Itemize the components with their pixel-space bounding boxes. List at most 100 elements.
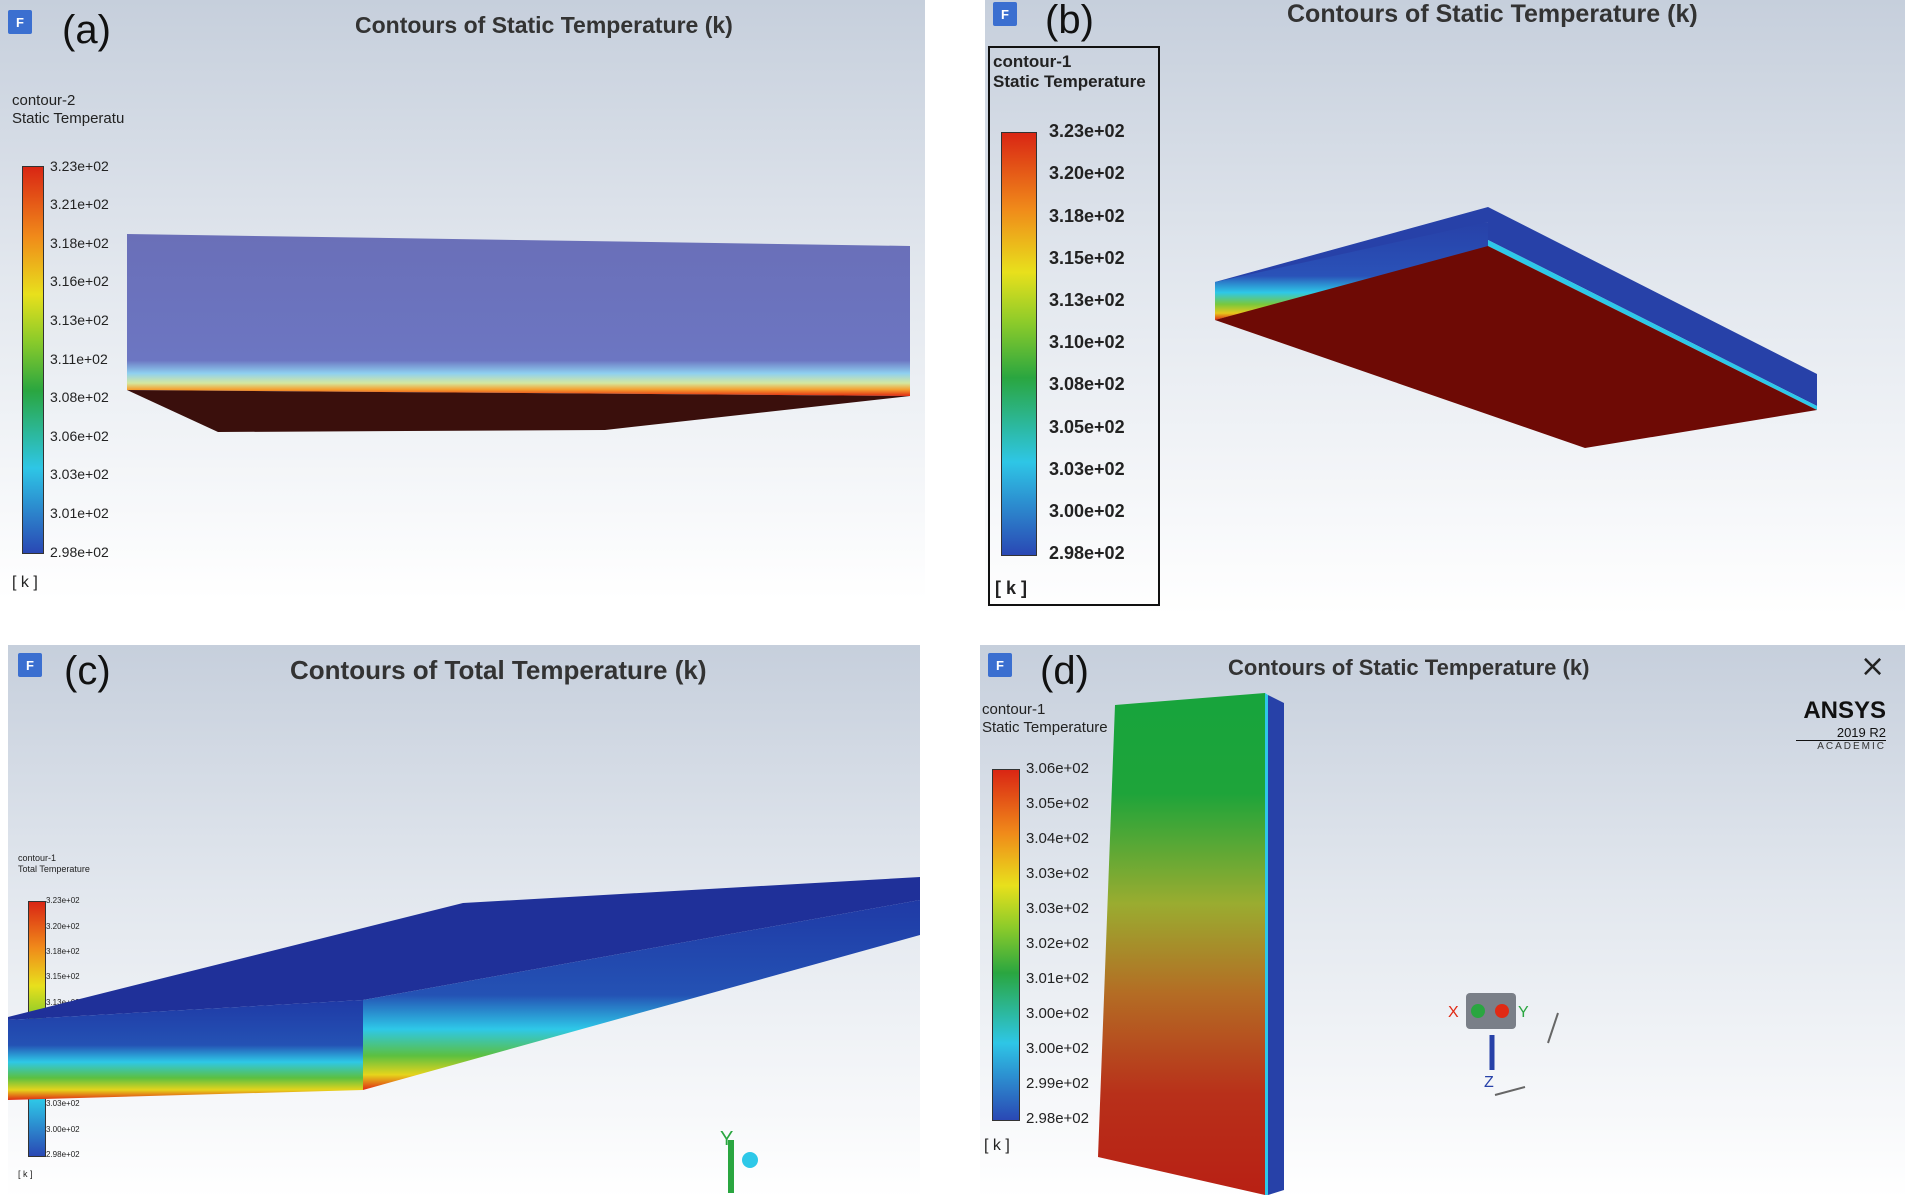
scale-tick-label: 3.03e+02 — [46, 1099, 80, 1109]
panel-label: (b) — [1045, 0, 1094, 42]
scale-tick-label: 3.11e+02 — [50, 350, 108, 367]
panel-title: Contours of Total Temperature (k) — [290, 655, 707, 685]
contour-name: contour-1 Static Temperature — [993, 52, 1146, 93]
legend-box — [988, 46, 1160, 606]
contour-variable: Static Temperature — [982, 719, 1108, 736]
scale-tick-label: 3.02e+02 — [1026, 935, 1089, 952]
fluent-logo-icon: F — [988, 653, 1012, 677]
plate-geometry — [1215, 207, 1817, 448]
scale-tick-label: 3.15e+02 — [46, 972, 80, 982]
svg-text:Z: Z — [1484, 1074, 1494, 1091]
color-scale-bar — [22, 166, 44, 554]
scale-tick-label: 3.13e+02 — [1049, 290, 1125, 310]
scale-tick-label: 3.18e+02 — [50, 234, 109, 251]
scale-tick-label: 3.08e+02 — [1049, 374, 1125, 395]
scale-tick-label: 3.03e+02 — [50, 466, 109, 483]
panel-title: Contours of Static Temperature (k) — [355, 12, 733, 38]
scale-tick-label: 3.03e+02 — [1026, 865, 1089, 882]
scale-tick-label: 3.01e+02 — [50, 505, 109, 521]
axis-triad-icon: Y — [720, 1128, 758, 1193]
scale-tick-label: 2.98e+02 — [46, 1150, 80, 1160]
panel-d: F (d) Contours of Static Temperature (k)… — [980, 645, 1905, 1198]
unit-label: [ k ] — [995, 578, 1028, 598]
scale-tick-label: 3.20e+02 — [46, 921, 80, 931]
scale-tick-label: 3.21e+02 — [50, 196, 109, 213]
axis-triad-icon: X Y Z — [1448, 993, 1559, 1096]
scale-tick-label: 3.08e+02 — [50, 389, 109, 406]
contour-variable: Static Temperature — [993, 72, 1146, 92]
scale-tick-label: 3.23e+02 — [50, 157, 109, 174]
contour-id: contour-1 — [18, 853, 57, 863]
panel-label: (c) — [64, 649, 111, 693]
panel-label: (d) — [1040, 649, 1089, 693]
scale-tick-label: 3.06e+02 — [1026, 760, 1089, 777]
scale-tick-label: 3.13e+02 — [50, 312, 109, 328]
plate-bottom-face — [127, 390, 910, 432]
scale-tick-label: 3.18e+02 — [46, 947, 80, 956]
svg-text:Y: Y — [720, 1128, 733, 1150]
contour-variable: Static Temperatu — [12, 110, 125, 127]
plate-side-face — [1268, 695, 1284, 1195]
scale-tick-label: 3.00e+02 — [46, 1124, 80, 1134]
scale-tick-label: 3.00e+02 — [1026, 1005, 1089, 1022]
scale-tick-label: 2.98e+02 — [1049, 543, 1125, 564]
svg-text:X: X — [1448, 1004, 1459, 1021]
unit-label: [ k ] — [18, 1169, 33, 1179]
contour-name: contour-1 Total Temperature — [18, 853, 90, 875]
ansys-edition: ACADEMIC — [1817, 741, 1886, 752]
color-scale-bar — [1001, 132, 1037, 556]
scale-tick-label: 3.15e+02 — [1049, 247, 1125, 268]
scale-tick-label: 3.10e+02 — [1049, 332, 1125, 353]
plate-left-side — [1215, 222, 1488, 320]
unit-label: [ k ] — [984, 1137, 1010, 1154]
contour-variable: Total Temperature — [18, 863, 90, 874]
scale-tick-label: 3.23e+02 — [46, 896, 80, 906]
panel-title: Contours of Static Temperature (k) — [1287, 0, 1698, 28]
unit-label: [ k ] — [12, 574, 38, 591]
scale-tick-label: 3.13e+02 — [46, 997, 80, 1007]
fluent-logo-icon: F — [18, 653, 42, 677]
plate-right-side — [1488, 207, 1817, 406]
scale-tick-label: 3.03e+02 — [1049, 458, 1125, 479]
plate-front-right-face — [363, 900, 920, 1090]
scale-tick-label: 2.99e+02 — [1026, 1075, 1089, 1092]
panel-b: F (b) Contours of Static Temperature (k)… — [985, 0, 1905, 615]
scale-tick-label: 2.98e+02 — [1026, 1110, 1089, 1127]
panel-title: Contours of Static Temperature (k) — [1228, 655, 1590, 680]
scale-tick-label: 3.05e+02 — [1049, 416, 1125, 437]
contour-name: contour-2 Static Temperatu — [12, 92, 124, 128]
scale-tick-label: 3.23e+02 — [1049, 121, 1125, 142]
scale-tick-label: 3.04e+02 — [1026, 830, 1089, 847]
scale-tick-label: 3.05e+02 — [1026, 795, 1089, 812]
plate-edge-strip — [1265, 693, 1268, 1195]
contour-name: contour-1 Static Temperature — [982, 701, 1108, 737]
scale-tick-label: 3.16e+02 — [50, 273, 109, 290]
scale-tick-label: 3.00e+02 — [1049, 501, 1125, 521]
ansys-version: 2019 R2 — [1796, 725, 1886, 741]
ansys-brand: ANSYS 2019 R2 ACADEMIC — [1796, 697, 1886, 752]
scale-tick-label: 2.98e+02 — [50, 543, 109, 560]
fluent-logo-icon: F — [993, 2, 1017, 26]
plate-geometry — [127, 234, 910, 432]
plate-side-face — [127, 234, 910, 396]
close-button[interactable]: × — [1860, 649, 1886, 684]
plate-geometry: Y — [8, 877, 920, 1193]
contour-id: contour-2 — [12, 92, 76, 109]
contour-id: contour-1 — [982, 701, 1046, 718]
scale-tick-label: 3.00e+02 — [1026, 1040, 1089, 1057]
plate-top-face — [8, 877, 920, 1020]
plate-geometry: X Y Z — [1098, 693, 1559, 1195]
panel-label: (a) — [62, 8, 111, 52]
fluent-logo-icon: F — [8, 10, 32, 34]
scale-tick-label: 3.18e+02 — [1049, 205, 1125, 226]
color-scale-bar — [992, 769, 1020, 1121]
panel-c: F (c) Contours of Total Temperature (k) … — [8, 645, 920, 1198]
scale-tick-label: 3.06e+02 — [50, 427, 109, 444]
contour-id: contour-1 — [993, 52, 1072, 71]
panel-a: F (a) Contours of Static Temperature (k)… — [0, 0, 925, 600]
scale-tick-label: 3.03e+02 — [1026, 900, 1089, 917]
svg-text:Y: Y — [1518, 1004, 1529, 1021]
scale-tick-label: 3.01e+02 — [1026, 970, 1089, 987]
plate-bottom-face — [1215, 246, 1817, 448]
plate-right-strip — [1488, 240, 1817, 410]
